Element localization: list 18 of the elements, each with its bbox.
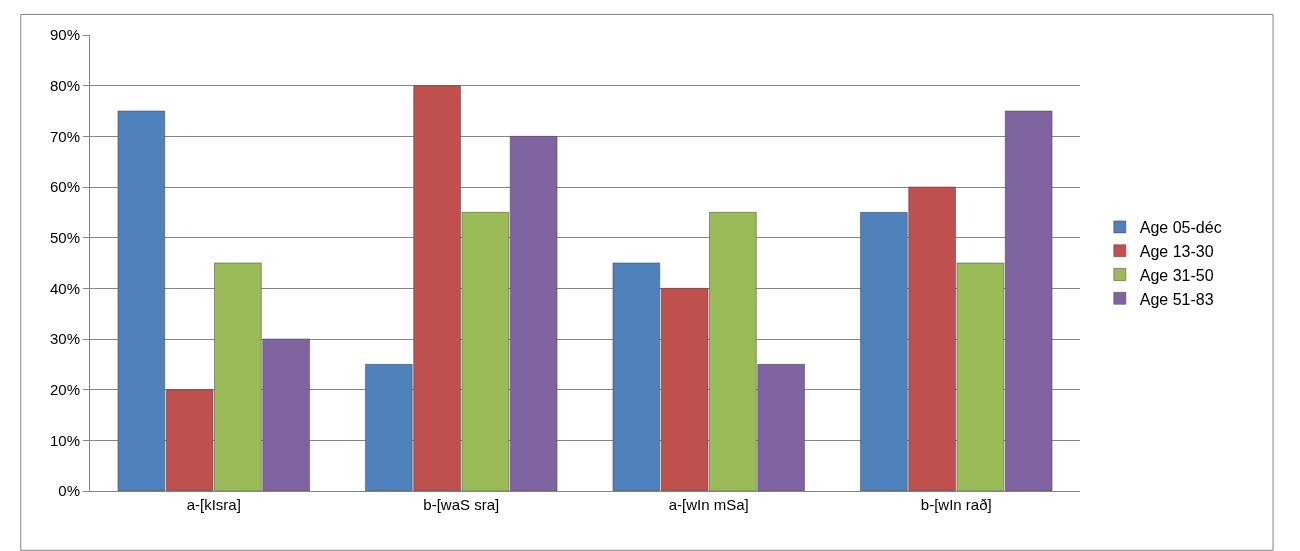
legend-label: Age 05-déc bbox=[1139, 219, 1222, 237]
y-tick-label: 60% bbox=[49, 178, 80, 196]
y-tick-label: 20% bbox=[49, 380, 80, 398]
x-tick-label: b-[waS sra] bbox=[423, 496, 500, 513]
y-tick-label: 90% bbox=[49, 26, 80, 44]
y-tick-label: 70% bbox=[49, 127, 80, 145]
y-tick-label: 40% bbox=[49, 279, 80, 297]
legend-label: Age 51-83 bbox=[1139, 290, 1214, 308]
y-tick-label: 30% bbox=[49, 330, 80, 348]
x-tick-label: b-[wIn rað] bbox=[920, 496, 992, 513]
legend-label: Age 31-50 bbox=[1139, 266, 1214, 284]
x-tick-label: a-[wIn mSa] bbox=[668, 496, 749, 513]
y-tick-label: 0% bbox=[58, 482, 80, 500]
y-tick-label: 80% bbox=[49, 76, 80, 94]
legend-label: Age 13-30 bbox=[1139, 242, 1214, 260]
x-tick-label: a-[kIsra] bbox=[186, 496, 241, 513]
y-tick-label: 10% bbox=[49, 431, 80, 449]
y-tick-label: 50% bbox=[49, 228, 80, 246]
